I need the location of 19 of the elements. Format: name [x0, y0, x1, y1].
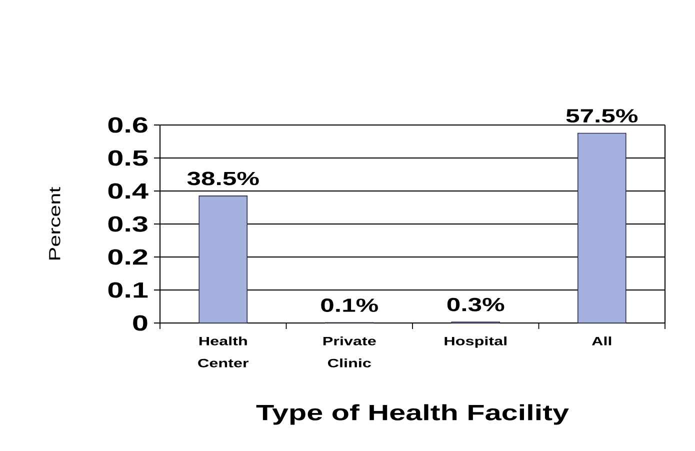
- data-label: 0.3%: [447, 298, 504, 312]
- x-tick-label: Private Clinic: [323, 336, 376, 368]
- x-tick-label: Health Center: [198, 336, 249, 368]
- y-tick-label: 0.6: [108, 117, 148, 133]
- y-tick-label: 0.1: [108, 282, 148, 298]
- y-tick-label: 0: [133, 315, 148, 331]
- y-axis-title: Percent: [49, 186, 60, 260]
- x-tick-label: Hospital: [444, 336, 506, 348]
- bar: [198, 196, 248, 324]
- data-label: 0.1%: [321, 298, 378, 312]
- y-tick-label: 0.5: [108, 150, 148, 166]
- y-tick-label: 0.4: [108, 183, 148, 199]
- x-axis-title: Type of Health Facility: [256, 404, 569, 425]
- x-tick-label: All: [592, 336, 612, 346]
- y-tick-label: 0.3: [108, 216, 148, 232]
- bar: [577, 132, 626, 324]
- y-tick-label: 0.2: [108, 249, 148, 265]
- data-label: 38.5%: [187, 172, 259, 186]
- data-label: 57.5%: [566, 109, 638, 123]
